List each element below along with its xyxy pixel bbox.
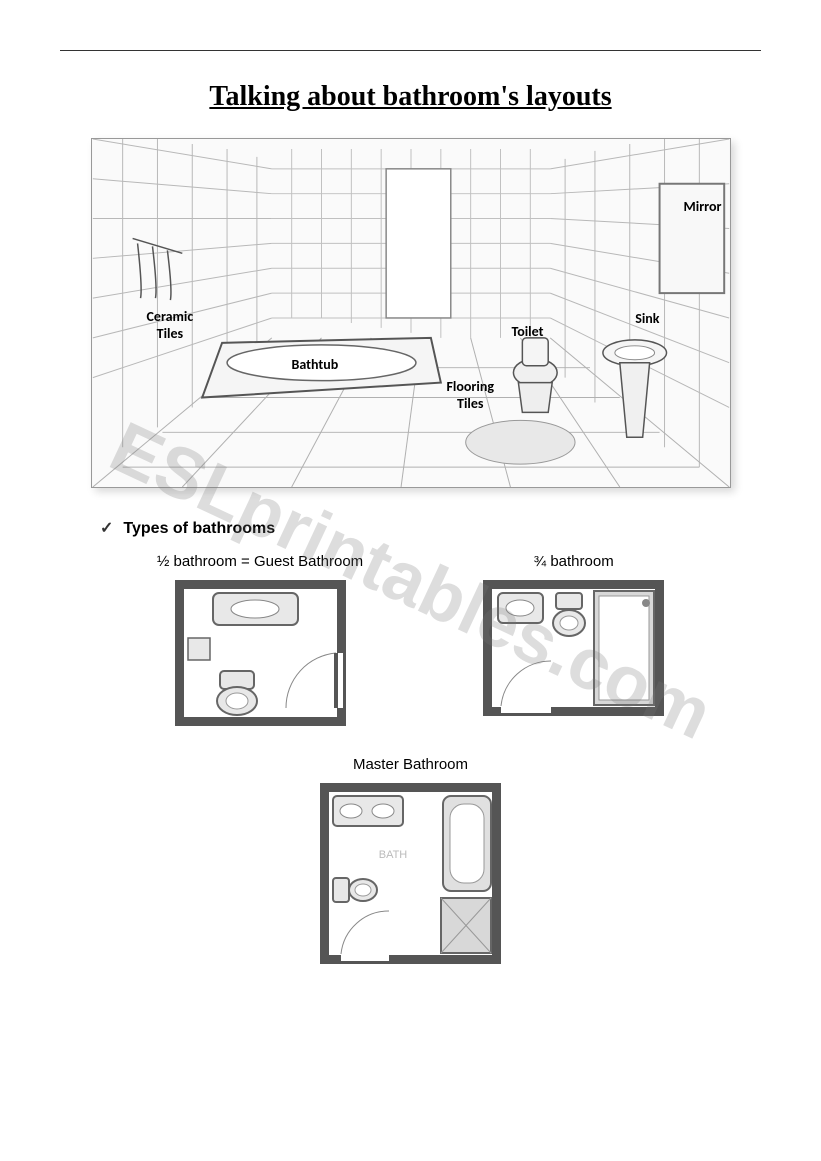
plan-tq-box — [483, 580, 664, 716]
label-ceramic-tiles: Ceramic Tiles — [147, 309, 194, 343]
plan-half-label: ½ bathroom = Guest Bathroom — [157, 553, 363, 570]
plan-master: Master Bathroom — [60, 756, 761, 969]
svg-text:BATH: BATH — [379, 849, 408, 861]
plans-row-1: ½ bathroom = Guest Bathroom ¾ — [60, 553, 761, 731]
label-bathtub: Bathtub — [292, 357, 339, 374]
page-title: Talking about bathroom's layouts — [60, 81, 761, 113]
label-sink: Sink — [635, 311, 659, 328]
rug-icon — [465, 420, 574, 464]
plan-master-box: BATH — [320, 783, 501, 964]
plan-master-label: Master Bathroom — [60, 756, 761, 773]
plan-three-quarter: ¾ bathroom — [483, 553, 664, 731]
plan-tq-label: ¾ bathroom — [483, 553, 664, 570]
door-icon — [386, 169, 451, 318]
plans-row-2: Master Bathroom — [60, 756, 761, 969]
label-flooring: Flooring Tiles — [447, 379, 494, 413]
top-rule — [60, 50, 761, 51]
plan-half-bathroom: ½ bathroom = Guest Bathroom — [157, 553, 363, 731]
label-mirror: Mirror — [684, 199, 722, 216]
bathroom-perspective-image: Mirror Ceramic Tiles Bathtub Toilet Sink… — [91, 138, 731, 488]
section-header: Types of bathrooms — [100, 518, 761, 538]
plan-half-box — [175, 580, 346, 726]
label-toilet: Toilet — [512, 324, 544, 341]
